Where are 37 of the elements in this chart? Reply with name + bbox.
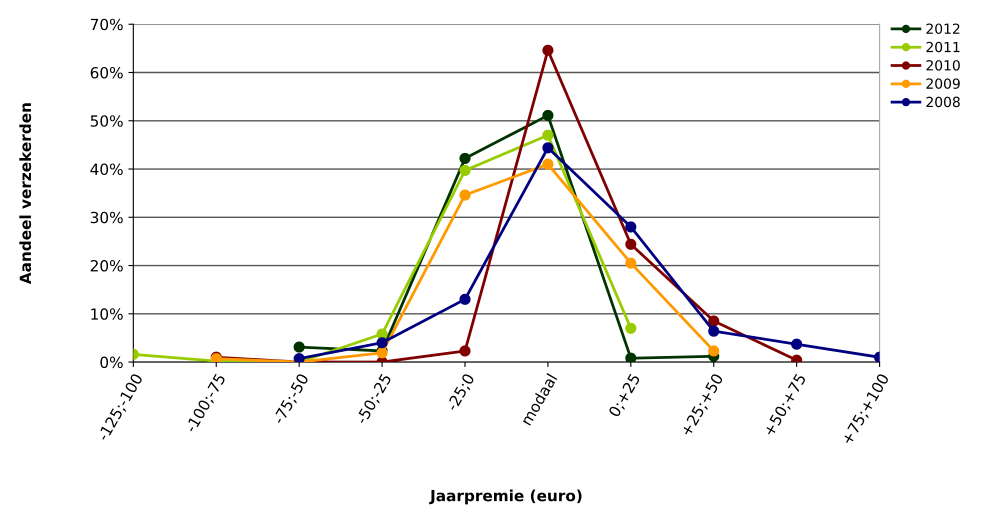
- point: [625, 352, 636, 362]
- point: [459, 190, 471, 201]
- y-tick-label: 20%: [90, 260, 123, 272]
- legend-label: 2008: [926, 96, 960, 108]
- legend-label: 2010: [926, 60, 960, 71]
- y-tick-label: 60%: [90, 66, 123, 79]
- point: [294, 342, 305, 353]
- point: [625, 221, 636, 232]
- point: [542, 142, 554, 154]
- point: [708, 326, 720, 337]
- point: [459, 164, 471, 176]
- point: [459, 152, 471, 164]
- point: [542, 44, 554, 56]
- y-tick-label: 10%: [91, 308, 123, 320]
- legend-label: 2012: [926, 23, 960, 34]
- y-tick-label: 0%: [100, 356, 123, 368]
- point: [625, 258, 636, 269]
- y-axis-title: Aandeel verzekerden: [19, 103, 32, 284]
- point: [294, 353, 305, 362]
- y-tick-label: 30%: [90, 212, 123, 224]
- legend-label: 2011: [926, 42, 960, 52]
- point: [459, 345, 471, 357]
- point: [459, 294, 471, 305]
- point: [625, 238, 636, 250]
- point: [542, 158, 554, 170]
- point: [708, 345, 720, 357]
- point: [542, 130, 554, 141]
- y-tick-label: 70%: [90, 18, 123, 30]
- point: [791, 338, 802, 350]
- point: [625, 322, 636, 334]
- point: [542, 110, 554, 122]
- x-axis-title: Jaarpremie (euro): [429, 490, 582, 504]
- point: [376, 337, 388, 348]
- legend-label: 2009: [926, 78, 960, 89]
- y-tick-label: 50%: [90, 115, 123, 127]
- y-tick-label: 40%: [90, 163, 123, 176]
- point: [708, 315, 720, 327]
